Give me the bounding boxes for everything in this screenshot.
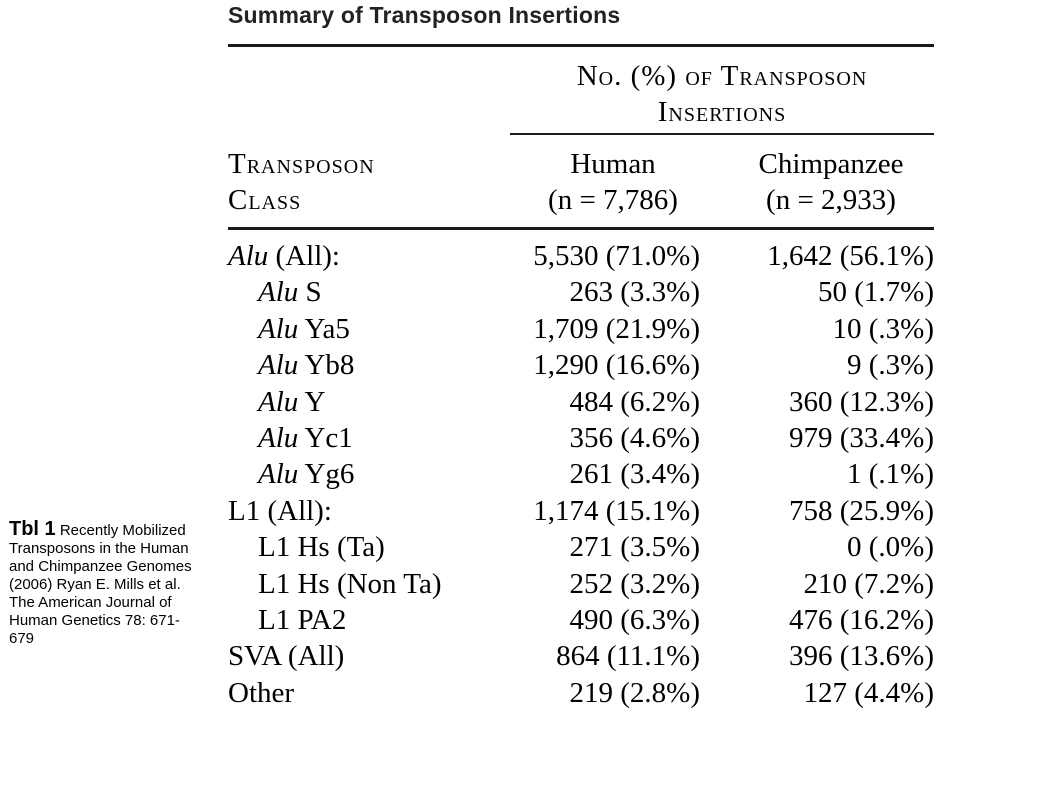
table-row: L1 (All): 1,174 (15.1%) 758 (25.9%) bbox=[228, 495, 934, 531]
chimp-count: 127 (4.4%) bbox=[803, 676, 934, 709]
human-header-name: Human bbox=[570, 148, 656, 180]
chimp-count: 979 (33.4%) bbox=[789, 422, 934, 454]
row-label: Alu Y bbox=[258, 386, 325, 419]
group-header-line-1: No. (%) of Transposon bbox=[576, 60, 868, 92]
header-rule bbox=[228, 227, 934, 230]
human-count: 1,709 (21.9%) bbox=[533, 312, 700, 345]
human-count: 271 (3.5%) bbox=[569, 531, 700, 564]
chimp-count: 210 (7.2%) bbox=[803, 567, 934, 600]
human-count: 490 (6.3%) bbox=[569, 604, 700, 636]
chimp-count: 1 (.1%) bbox=[847, 458, 934, 491]
human-count: 864 (11.1%) bbox=[556, 640, 700, 673]
row-label-text: SVA (All) bbox=[228, 640, 345, 673]
row-label-text: L1 Hs (Ta) bbox=[258, 531, 385, 564]
human-count: 261 (3.4%) bbox=[569, 458, 700, 491]
chimp-count: 476 (16.2%) bbox=[789, 604, 934, 636]
row-label-italic: Alu bbox=[228, 240, 269, 272]
chimp-header-name: Chimpanzee bbox=[758, 148, 904, 180]
chimp-count: 396 (13.6%) bbox=[789, 640, 934, 673]
row-label: Alu Yg6 bbox=[258, 458, 354, 491]
row-label-text: S bbox=[298, 276, 322, 309]
group-header: No. (%) of Transposon Insertions bbox=[510, 58, 934, 130]
human-count: 219 (2.8%) bbox=[569, 676, 700, 709]
row-label-text: Other bbox=[228, 676, 295, 709]
chimp-count: 1,642 (56.1%) bbox=[767, 240, 934, 272]
class-header-line-2: Class bbox=[228, 184, 302, 216]
row-label: Alu Yb8 bbox=[258, 349, 354, 382]
chimp-count: 10 (.3%) bbox=[832, 312, 934, 345]
row-label-text: Y bbox=[298, 385, 326, 418]
table-row: Alu Y 484 (6.2%) 360 (12.3%) bbox=[228, 386, 934, 422]
group-header-line-2: Insertions bbox=[657, 96, 787, 128]
table-caption: Tbl 1 Recently Mobilized Transposons in … bbox=[9, 518, 197, 648]
row-label-text: Yc1 bbox=[298, 422, 353, 454]
chimp-count: 50 (1.7%) bbox=[818, 276, 934, 309]
row-label: L1 PA2 bbox=[258, 604, 346, 637]
table-row: Alu S 263 (3.3%) 50 (1.7%) bbox=[228, 276, 934, 312]
caption-text: Recently Mobilized Transposons in the Hu… bbox=[9, 522, 192, 647]
chimp-count: 0 (.0%) bbox=[847, 531, 934, 564]
human-count: 1,174 (15.1%) bbox=[533, 494, 700, 527]
table-row: L1 PA2 490 (6.3%) 476 (16.2%) bbox=[228, 604, 934, 640]
chimp-column-header: Chimpanzee (n = 2,933) bbox=[728, 146, 934, 218]
row-label-italic: Alu bbox=[258, 458, 299, 491]
class-column-header: Transposon Class bbox=[228, 146, 375, 218]
chimp-count: 9 (.3%) bbox=[847, 349, 934, 382]
human-count: 5,530 (71.0%) bbox=[533, 240, 700, 272]
row-label-italic: Alu bbox=[258, 349, 299, 382]
table-row: Other 219 (2.8%) 127 (4.4%) bbox=[228, 677, 934, 713]
row-label: Alu S bbox=[258, 276, 322, 309]
group-rule bbox=[510, 133, 934, 135]
human-header-n: (n = 7,786) bbox=[548, 184, 678, 216]
table-row: Alu Yb8 1,290 (16.6%) 9 (.3%) bbox=[228, 349, 934, 385]
row-label-italic: Alu bbox=[258, 385, 299, 418]
chimp-count: 360 (12.3%) bbox=[789, 385, 934, 418]
row-label-text: Yg6 bbox=[298, 458, 355, 491]
row-label: Alu (All): bbox=[228, 240, 340, 273]
human-count: 263 (3.3%) bbox=[569, 276, 700, 309]
row-label-italic: Alu bbox=[258, 276, 299, 309]
top-rule bbox=[228, 44, 934, 47]
table-row: Alu (All): 5,530 (71.0%) 1,642 (56.1%) bbox=[228, 240, 934, 276]
chimp-header-n: (n = 2,933) bbox=[766, 184, 896, 216]
chimp-count: 758 (25.9%) bbox=[789, 494, 934, 527]
class-header-line-1: Transposon bbox=[228, 148, 375, 180]
row-label: Alu Yc1 bbox=[258, 422, 353, 455]
human-column-header: Human (n = 7,786) bbox=[510, 146, 716, 218]
human-count: 1,290 (16.6%) bbox=[533, 349, 700, 382]
table-title: Summary of Transposon Insertions bbox=[228, 2, 621, 28]
row-label: Other bbox=[228, 677, 294, 710]
row-label-text: L1 PA2 bbox=[258, 604, 347, 636]
caption-table-number: Tbl 1 bbox=[9, 518, 56, 540]
row-label: Alu Ya5 bbox=[258, 313, 350, 346]
row-label-italic: Alu bbox=[258, 422, 299, 454]
row-label: SVA (All) bbox=[228, 640, 344, 673]
row-label: L1 Hs (Ta) bbox=[258, 531, 385, 564]
table-row: L1 Hs (Ta) 271 (3.5%) 0 (.0%) bbox=[228, 531, 934, 567]
table-row: Alu Yg6 261 (3.4%) 1 (.1%) bbox=[228, 458, 934, 494]
human-count: 252 (3.2%) bbox=[569, 567, 700, 600]
row-label: L1 (All): bbox=[228, 495, 332, 528]
row-label-text: (All): bbox=[268, 240, 340, 272]
row-label-text: L1 Hs (Non Ta) bbox=[258, 567, 442, 600]
row-label: L1 Hs (Non Ta) bbox=[258, 568, 442, 601]
row-label-text: Ya5 bbox=[298, 312, 350, 345]
table-row: Alu Yc1 356 (4.6%) 979 (33.4%) bbox=[228, 422, 934, 458]
row-label-text: Yb8 bbox=[298, 349, 355, 382]
row-label-text: L1 (All): bbox=[228, 494, 332, 527]
table-row: Alu Ya5 1,709 (21.9%) 10 (.3%) bbox=[228, 313, 934, 349]
human-count: 356 (4.6%) bbox=[569, 422, 700, 454]
table-row: SVA (All) 864 (11.1%) 396 (13.6%) bbox=[228, 640, 934, 676]
table-row: L1 Hs (Non Ta) 252 (3.2%) 210 (7.2%) bbox=[228, 568, 934, 604]
row-label-italic: Alu bbox=[258, 312, 299, 345]
human-count: 484 (6.2%) bbox=[569, 385, 700, 418]
